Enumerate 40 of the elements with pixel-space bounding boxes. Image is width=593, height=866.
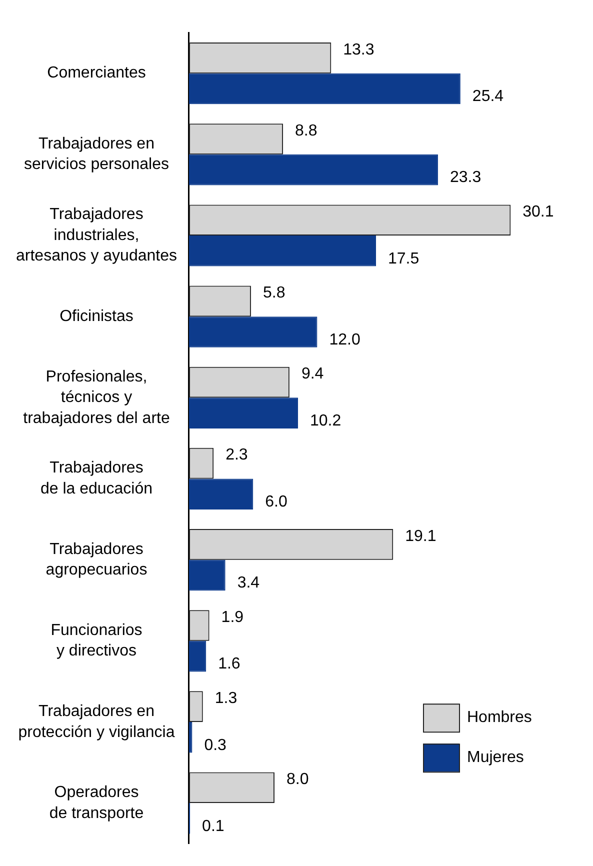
data-label: 9.4 — [301, 366, 324, 383]
bar — [188, 154, 438, 186]
legend-label: Mujeres — [467, 749, 524, 766]
data-label: 10.2 — [310, 412, 342, 430]
y-tick-label: Trabajadores en protección y vigilancia — [18, 702, 175, 741]
y-tick-label: Funcionarios y directivos — [50, 622, 142, 660]
data-label: 30.1 — [522, 204, 554, 220]
y-tick-label: Trabajadores agropecuarios — [46, 540, 148, 579]
bar — [188, 560, 226, 591]
data-label: 8.0 — [286, 771, 309, 788]
y-tick-label: Trabajadores de la educación — [40, 460, 153, 498]
bar — [188, 73, 460, 104]
data-label: 1.6 — [218, 656, 240, 673]
data-label: 8.8 — [295, 122, 318, 140]
y-tick-label: Trabajadores en servicios personales — [24, 135, 169, 174]
data-label: 5.8 — [262, 284, 286, 302]
bar — [188, 640, 206, 672]
data-label: 23.3 — [450, 169, 482, 186]
data-label: 17.5 — [388, 250, 420, 268]
data-label: 0.3 — [204, 736, 227, 754]
data-label: 25.4 — [472, 88, 504, 106]
data-label: 3.4 — [237, 574, 260, 592]
data-label: 13.3 — [343, 41, 374, 58]
y-tick-label: Profesionales, técnicos y trabajadores del arte — [23, 368, 170, 427]
bar — [188, 478, 254, 510]
data-label: 1.9 — [221, 608, 244, 626]
bar — [188, 236, 376, 266]
data-label: 2.3 — [226, 446, 248, 464]
bar — [188, 398, 298, 428]
y-tick-label: Oficinistas — [60, 308, 134, 325]
data-label: 6.0 — [265, 494, 288, 511]
data-label: 1.3 — [214, 690, 238, 707]
legend-label: Hombres — [467, 709, 532, 726]
data-label: 0.1 — [202, 818, 224, 835]
data-label: 19.1 — [405, 528, 436, 545]
y-tick-label: Operadores de transporte — [49, 784, 144, 822]
data-label: 12.0 — [329, 331, 360, 348]
y-tick-label: Comerciantes — [47, 64, 146, 82]
y-tick-label: Trabajadores industriales, artesanos y ayudantes — [16, 206, 177, 265]
bar — [188, 316, 318, 348]
